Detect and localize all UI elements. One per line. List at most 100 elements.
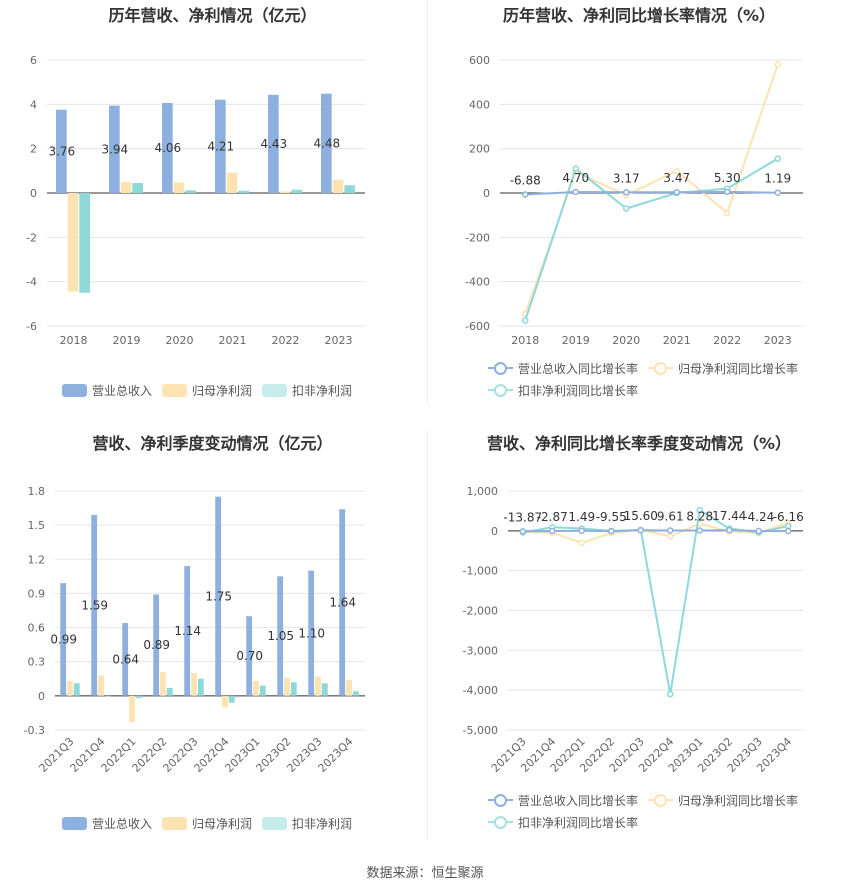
legend-revenue[interactable]: 营业总收入 — [62, 812, 152, 834]
data-point — [726, 526, 733, 534]
data-label: 0.70 — [236, 649, 263, 663]
legend-net-profit[interactable]: 归母净利润 — [162, 379, 252, 401]
chart-title: 历年营收、净利情况（亿元） — [108, 6, 317, 25]
x-tick-label: 2019 — [562, 334, 590, 347]
bar — [315, 676, 321, 696]
quarterly-revenue-profit-chart: 营收、净利季度变动情况（亿元） 1.8 1.5 1.2 0.9 0.6 0.3 0 -0.3 2… — [0, 428, 425, 848]
data-point — [637, 526, 644, 534]
chart-title: 历年营收、净利同比增长率情况（%） — [502, 6, 776, 25]
bar — [321, 683, 328, 696]
bar — [122, 623, 129, 696]
chart-canvas: 6 4 2 0 -2 -4 -6 2018 2019 2020 2021 2022 2023 3.76 3.… — [26, 54, 365, 347]
data-label: 15.60 — [624, 509, 658, 523]
y-tick-label: -200 — [465, 231, 490, 244]
series-line — [522, 529, 789, 533]
bar — [98, 675, 104, 696]
legend-swatch — [488, 361, 513, 375]
bar — [132, 183, 143, 193]
data-point — [774, 189, 781, 196]
y-tick-label: -5,000 — [463, 724, 498, 737]
bar — [290, 682, 297, 696]
y-tick-label: -1,000 — [463, 565, 498, 578]
x-tick-label: 2018 — [60, 334, 88, 347]
data-label: 4.48 — [313, 136, 340, 150]
y-tick-label: 1.8 — [28, 485, 46, 498]
series-line — [524, 157, 779, 321]
data-point — [785, 527, 792, 535]
bar — [191, 673, 197, 696]
legend-label: 扣非净利润同比增长率 — [518, 383, 639, 398]
legend-revenue-growth[interactable]: 营业总收入同比增长率 — [488, 357, 638, 379]
bar — [135, 695, 142, 699]
x-tick-label: 2021 — [663, 334, 691, 347]
x-tick-label: 2023 — [325, 334, 353, 347]
y-tick-label: -600 — [465, 320, 490, 333]
y-tick-label: 4 — [30, 98, 37, 111]
data-point — [785, 522, 792, 530]
chart-legend: 营业总收入同比增长率 归母净利润同比增长率 扣非净利润同比增长率 — [488, 789, 848, 833]
bar — [56, 109, 67, 193]
y-tick-label: -4,000 — [463, 684, 498, 697]
y-tick-label: 400 — [469, 98, 490, 111]
data-label: 9.61 — [657, 509, 684, 523]
y-tick-label: 0 — [30, 187, 37, 200]
legend-net-profit-growth[interactable]: 归母净利润同比增长率 — [648, 789, 798, 811]
bar — [228, 695, 235, 703]
data-label: 8.28 — [686, 510, 713, 524]
bar — [73, 683, 80, 696]
legend-deducted-profit[interactable]: 扣非净利润 — [262, 812, 352, 834]
data-point — [572, 188, 579, 196]
data-point — [578, 527, 585, 535]
y-tick-label: 0.9 — [28, 587, 46, 600]
legend-label: 归母净利润同比增长率 — [678, 361, 799, 376]
chart-legend: 营业总收入同比增长率 归母净利润同比增长率 扣非净利润同比增长率 — [488, 357, 848, 401]
y-tick-label: 0 — [38, 690, 45, 703]
y-tick-label: 0.6 — [28, 622, 46, 635]
legend-deducted-growth[interactable]: 扣非净利润同比增长率 — [488, 811, 638, 833]
data-point — [623, 205, 630, 212]
legend-label: 扣非净利润 — [292, 816, 353, 831]
legend-net-profit-growth[interactable]: 归母净利润同比增长率 — [648, 357, 798, 379]
data-label: 0.89 — [143, 638, 170, 652]
bar — [339, 509, 346, 696]
chart-canvas: 1.81.51.20.90.60.30-0.32021Q32021Q42022Q… — [24, 485, 365, 775]
legend-swatch — [648, 793, 674, 807]
legend-deducted-growth[interactable]: 扣非净利润同比增长率 — [488, 379, 638, 401]
data-point — [522, 317, 529, 324]
chart-title: 营收、净利同比增长率季度变动情况（%） — [486, 434, 792, 453]
legend-revenue-growth[interactable]: 营业总收入同比增长率 — [488, 789, 638, 811]
legend-label: 扣非净利润 — [292, 383, 353, 398]
legend-deducted-profit[interactable]: 扣非净利润 — [262, 379, 352, 401]
series-line — [524, 64, 779, 315]
y-tick-label: 0.3 — [28, 656, 46, 669]
x-tick-label: 2018 — [511, 334, 539, 347]
bar — [259, 685, 266, 696]
chart-legend: 营业总收入 归母净利润 扣非净利润 — [62, 379, 362, 401]
bar — [153, 594, 160, 696]
data-point — [608, 527, 615, 535]
bar — [226, 172, 238, 193]
data-label: 1.75 — [205, 589, 232, 603]
chart-canvas: 600 400 200 0 -200 -400 -600 2018 2019 2020 2021 20… — [465, 54, 803, 347]
y-tick-label: -4 — [26, 276, 37, 289]
data-label: 0.99 — [50, 633, 77, 647]
annual-revenue-profit-chart: 历年营收、净利情况（亿元） 6 4 2 0 -2 -4 -6 2018 2019 2020 2021… — [0, 0, 425, 405]
legend-swatch — [162, 383, 188, 397]
bar — [60, 583, 67, 696]
data-label: 1.10 — [298, 626, 325, 640]
data-label: 0.64 — [112, 652, 139, 666]
bar — [67, 193, 79, 292]
legend-revenue[interactable]: 营业总收入 — [62, 379, 152, 401]
bar — [344, 185, 355, 193]
y-tick-label: -2,000 — [463, 605, 498, 618]
legend-net-profit[interactable]: 归母净利润 — [162, 812, 252, 834]
y-tick-label: 1.2 — [28, 553, 46, 566]
legend-swatch — [62, 816, 87, 830]
bar — [284, 677, 290, 696]
panel-divider — [427, 0, 428, 405]
data-point — [696, 527, 703, 534]
data-point — [578, 539, 585, 547]
y-tick-label: 1,000 — [467, 485, 499, 498]
bar — [184, 566, 191, 696]
legend-label: 营业总收入 — [92, 383, 153, 398]
